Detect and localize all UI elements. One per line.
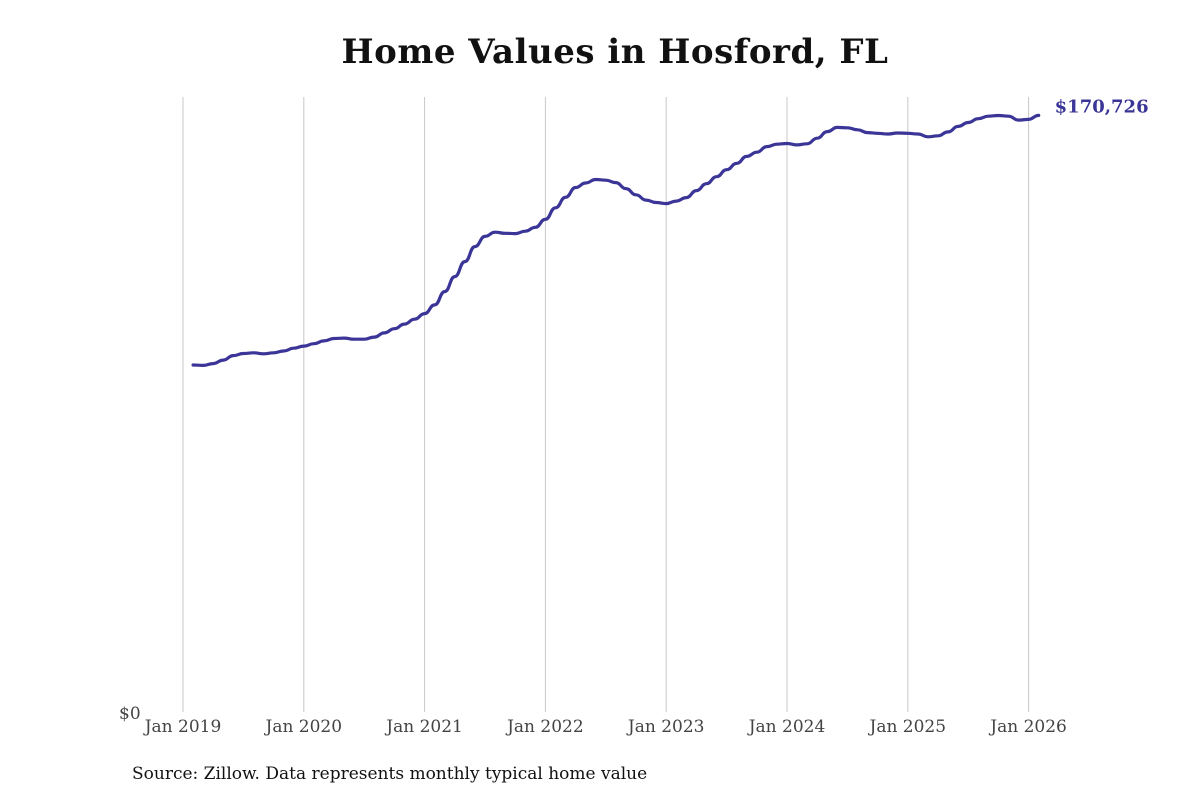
x-tick-label: Jan 2022 [505, 717, 584, 737]
x-tick-label: Jan 2019 [143, 717, 222, 737]
y-axis-zero-label: $0 [119, 704, 141, 724]
x-tick-label: Jan 2021 [384, 717, 463, 737]
x-axis-ticks: Jan 2019 Jan 2020 Jan 2021 Jan 2022 Jan 2023… [143, 717, 1067, 737]
latest-value-label: $170,726 [1055, 96, 1149, 117]
x-tick-label: Jan 2024 [747, 717, 826, 737]
home-value-line [191, 113, 1041, 367]
x-tick-label: Jan 2026 [988, 717, 1067, 737]
gridlines [182, 97, 1030, 712]
x-tick-label: Jan 2020 [264, 717, 343, 737]
source-note: Source: Zillow. Data represents monthly … [132, 764, 648, 784]
x-tick-label: Jan 2025 [868, 717, 947, 737]
chart-title: Home Values in Hosford, FL [341, 32, 889, 72]
x-tick-label: Jan 2023 [626, 717, 705, 737]
